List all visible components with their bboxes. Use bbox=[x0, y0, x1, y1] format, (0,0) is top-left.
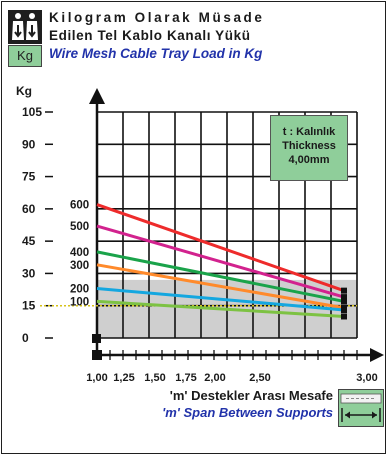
x-axis-label-tr: 'm' Destekler Arası Mesafe bbox=[169, 388, 333, 403]
series-end-marker bbox=[341, 287, 347, 294]
x-tick-label: 3,00 bbox=[356, 372, 377, 384]
series-label-300: 300 bbox=[70, 260, 89, 272]
thickness-legend: t : Kalınlık Thickness 4,00mm bbox=[270, 115, 348, 181]
x-axis-label-en: 'm' Span Between Supports bbox=[162, 405, 333, 420]
series-end-marker bbox=[341, 294, 347, 301]
x-tick-label: 1,75 bbox=[175, 372, 196, 384]
series-end-marker bbox=[341, 313, 347, 320]
series-line-300 bbox=[96, 263, 345, 310]
series-line-100 bbox=[96, 299, 345, 318]
y-tick-label: 75 bbox=[22, 170, 36, 184]
x-axis-arrow bbox=[370, 348, 384, 362]
title-tr-line1: Kilogram Olarak Müsade bbox=[49, 10, 265, 25]
y-axis-arrow bbox=[89, 88, 105, 104]
x-tick-label: 1,00 bbox=[86, 372, 107, 384]
weights-icon bbox=[8, 10, 42, 44]
series-label-400: 400 bbox=[70, 247, 89, 259]
x-tick-label: 2,00 bbox=[204, 372, 225, 384]
y-tick-label: 90 bbox=[22, 137, 36, 151]
series-line-400 bbox=[96, 250, 345, 303]
legend-line1: t : Kalınlık bbox=[282, 126, 336, 138]
x-tick-label: 2,50 bbox=[249, 372, 270, 384]
y-origin-marker bbox=[92, 334, 101, 343]
span-arrows-icon bbox=[338, 389, 384, 427]
x-tick-label: 1,50 bbox=[144, 372, 165, 384]
series-label-500: 500 bbox=[70, 221, 89, 233]
series-line-200 bbox=[96, 287, 345, 312]
legend-line3: 4,00mm bbox=[288, 154, 330, 166]
title-tr-line2: Edilen Tel Kablo Kanalı Yükü bbox=[49, 28, 251, 43]
series-line-500 bbox=[96, 224, 345, 299]
series-line-600 bbox=[96, 203, 345, 293]
y-tick-label: 30 bbox=[22, 266, 36, 280]
y-tick-label: 105 bbox=[22, 105, 42, 119]
y-tick-label: 0 bbox=[22, 331, 29, 345]
series-label-200: 200 bbox=[70, 283, 89, 295]
y-axis-label: Kg bbox=[16, 84, 32, 98]
legend-line2: Thickness bbox=[282, 140, 336, 152]
series-label-100: 100 bbox=[70, 296, 89, 308]
title-en: Wire Mesh Cable Tray Load in Kg bbox=[49, 46, 263, 61]
cable-tray-load-icon: Kg bbox=[8, 10, 42, 68]
y-tick-label: 60 bbox=[22, 202, 36, 216]
y-tick-label: 45 bbox=[22, 234, 36, 248]
kg-badge: Kg bbox=[8, 45, 42, 67]
x-tick-label: 1,25 bbox=[113, 372, 134, 384]
series-label-600: 600 bbox=[70, 200, 89, 212]
series-end-marker bbox=[341, 298, 347, 305]
series-end-marker bbox=[341, 307, 347, 314]
y-tick-label: 15 bbox=[22, 299, 36, 313]
